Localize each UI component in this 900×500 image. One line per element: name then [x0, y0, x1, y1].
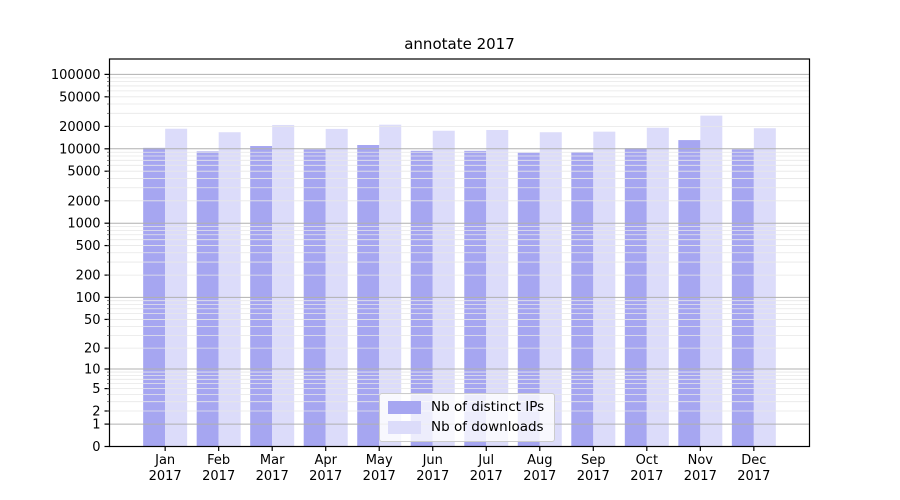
y-tick-label: 10000 [59, 142, 100, 157]
x-tick-label-month: Aug [527, 453, 552, 468]
y-tick-label: 1 [92, 418, 100, 433]
y-tick-label: 2000 [67, 194, 100, 209]
bar-distinct-ips [410, 150, 433, 447]
x-tick-label-year: 2017 [737, 469, 770, 484]
x-tick-label-month: Oct [636, 453, 658, 468]
y-tick-label: 100000 [51, 68, 101, 83]
y-tick-label: 20 [84, 342, 101, 357]
bar-downloads [753, 128, 776, 447]
x-tick-label-year: 2017 [523, 469, 556, 484]
x-tick-label-year: 2017 [363, 469, 396, 484]
legend-swatch-downloads [388, 421, 421, 434]
bar-downloads [432, 130, 455, 447]
chart-title: annotate 2017 [404, 35, 515, 53]
x-tick-label-month: Jan [154, 453, 175, 468]
bar-distinct-ips [571, 152, 594, 447]
y-tick-label: 0 [92, 440, 100, 455]
bar-distinct-ips [464, 150, 487, 447]
x-tick-label-month: Apr [314, 453, 337, 468]
bar-downloads [539, 132, 562, 447]
legend: Nb of distinct IPs Nb of downloads [379, 393, 556, 442]
x-tick-label-month: May [366, 453, 393, 468]
x-tick-label-month: Nov [688, 453, 714, 468]
x-tick-label-month: Jun [422, 453, 443, 468]
bar-downloads [272, 124, 295, 447]
y-tick-label: 10 [84, 362, 101, 377]
x-tick-label-year: 2017 [256, 469, 289, 484]
y-tick-label: 50000 [59, 90, 100, 105]
bar-downloads [165, 128, 188, 447]
x-tick-label-month: Feb [207, 453, 230, 468]
x-tick-label-year: 2017 [684, 469, 717, 484]
x-tick-label-month: Jul [477, 453, 494, 468]
bar-downloads [486, 129, 509, 447]
y-tick-label: 5 [92, 382, 100, 397]
x-tick-label-year: 2017 [470, 469, 503, 484]
x-tick-label-year: 2017 [416, 469, 449, 484]
bar-downloads [379, 124, 402, 447]
bar-downloads [218, 132, 241, 447]
legend-label-downloads: Nb of downloads [431, 419, 544, 435]
y-tick-label: 100 [76, 291, 101, 306]
bar-distinct-ips [196, 151, 219, 447]
x-tick-label-month: Mar [260, 453, 285, 468]
legend-item-downloads: Nb of downloads [388, 420, 544, 435]
bar-downloads [700, 115, 723, 447]
x-tick-label-year: 2017 [149, 469, 182, 484]
x-tick-label-month: Sep [581, 453, 606, 468]
bar-distinct-ips [517, 152, 540, 447]
bar-distinct-ips [357, 145, 380, 447]
y-tick-label: 200 [76, 269, 101, 284]
y-tick-label: 1000 [67, 217, 100, 232]
y-tick-label: 50 [84, 313, 101, 328]
legend-item-distinct-ips: Nb of distinct IPs [388, 400, 544, 415]
x-tick-label-year: 2017 [577, 469, 610, 484]
legend-label-distinct-ips: Nb of distinct IPs [431, 399, 545, 415]
y-tick-label: 500 [76, 239, 101, 254]
bar-downloads [646, 127, 669, 447]
bar-distinct-ips [250, 146, 273, 447]
legend-swatch-distinct-ips [388, 401, 421, 414]
bar-downloads [593, 131, 616, 447]
x-tick-label-year: 2017 [202, 469, 235, 484]
y-tick-label: 2 [92, 404, 100, 419]
x-tick-label-year: 2017 [309, 469, 342, 484]
bar-distinct-ips [678, 140, 701, 447]
y-tick-label: 5000 [67, 165, 100, 180]
bar-downloads [325, 128, 348, 447]
x-tick-label-month: Dec [741, 453, 766, 468]
x-tick-label-year: 2017 [630, 469, 663, 484]
y-tick-label: 20000 [59, 120, 100, 135]
